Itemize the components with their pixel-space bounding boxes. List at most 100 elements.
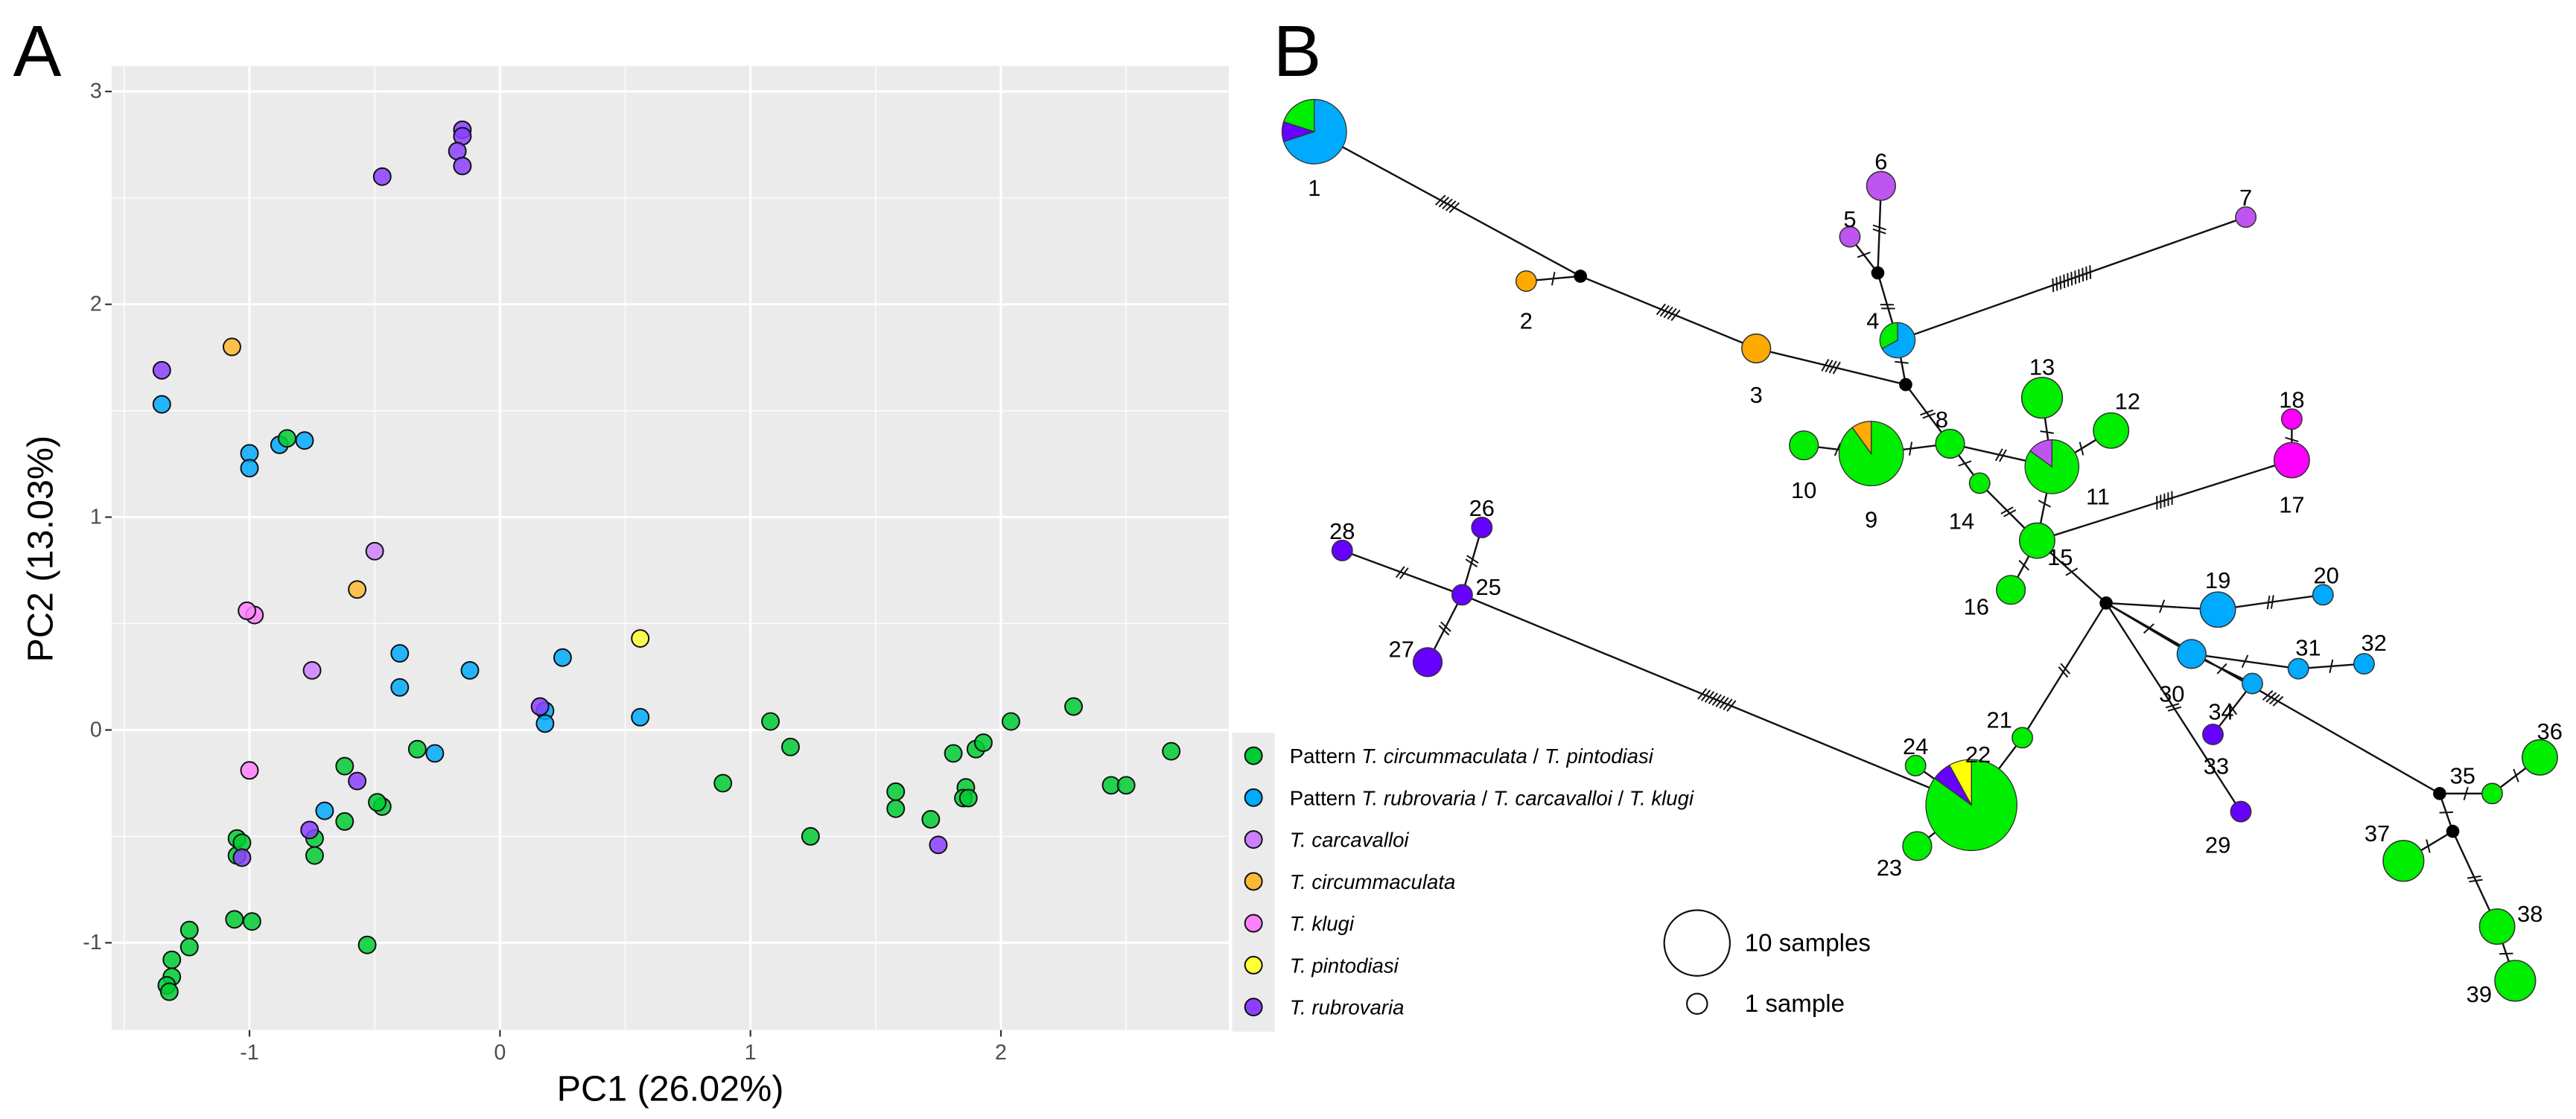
haplotype-circle xyxy=(2312,584,2334,606)
data-point-rub xyxy=(300,820,319,840)
data-point-pc xyxy=(761,712,780,731)
haplotype-label: 25 xyxy=(1475,574,1501,600)
haplotype-circle xyxy=(2494,960,2537,1002)
haplotype-label: 16 xyxy=(1964,593,1989,619)
mutation-tick xyxy=(2060,663,2071,675)
haplotype-node-8: 8 xyxy=(1935,407,1965,459)
mutation-tick xyxy=(1922,412,1936,419)
legend-label-part: T. rubrovaria xyxy=(1290,996,1405,1019)
data-points xyxy=(152,120,1181,1001)
x-axis-title: PC1 (26.02%) xyxy=(557,1068,784,1109)
legend-key-pr xyxy=(1244,788,1263,807)
haplotype-label: 14 xyxy=(1949,509,1974,535)
haplotype-label: 22 xyxy=(1965,742,1991,768)
x-tick-label: 1 xyxy=(745,1041,757,1065)
haplotype-node-36: 36 xyxy=(2522,718,2563,776)
mutation-tick xyxy=(2426,839,2431,853)
data-point-pc xyxy=(781,737,800,756)
haplotype-label: 20 xyxy=(2314,562,2339,588)
mutation-tick xyxy=(2067,272,2070,287)
haplotype-circle xyxy=(2202,723,2224,745)
data-point-pr xyxy=(553,648,572,667)
haplotype-node-26: 26 xyxy=(1469,495,1495,538)
mutation-tick xyxy=(1715,695,1726,707)
mutation-tick xyxy=(2167,706,2182,712)
mutation-tick xyxy=(1895,360,1909,364)
median-vector xyxy=(1871,266,1885,280)
mutation-tick xyxy=(1726,700,1737,712)
median-vector xyxy=(1899,377,1912,392)
x-tick-label: 0 xyxy=(494,1041,506,1065)
haplotype-node-38: 38 xyxy=(2478,901,2542,946)
haplotype-label: 2 xyxy=(1520,308,1533,334)
data-point-pc xyxy=(1064,697,1084,716)
haplotype-node-18: 18 xyxy=(2279,386,2305,430)
haplotype-label: 13 xyxy=(2029,354,2055,380)
mutation-tick xyxy=(1872,228,1886,235)
mutation-tick xyxy=(1670,309,1681,322)
data-point-rub xyxy=(232,848,252,867)
mutation-tick xyxy=(2266,595,2271,610)
panel-b-letter: B xyxy=(1273,10,1322,92)
y-tick-label: 1 xyxy=(90,505,102,529)
data-point-rub xyxy=(929,835,948,855)
legend-key-rub xyxy=(1244,998,1263,1017)
data-point-car xyxy=(302,660,322,680)
legend-label-klu: T. klugi xyxy=(1290,912,1355,935)
mutation-tick xyxy=(2329,659,2334,674)
network-edge xyxy=(1755,347,1906,386)
x-tick-label: 2 xyxy=(995,1041,1007,1065)
haplotype-circle xyxy=(1471,517,1493,538)
mutation-tick xyxy=(2018,560,2030,571)
mutation-tick xyxy=(1832,361,1841,374)
data-point-cir xyxy=(222,337,241,357)
plot-panel-background xyxy=(112,66,1230,1030)
size-legend-label: 1 sample xyxy=(1745,990,1845,1018)
haplotype-node-19: 19 xyxy=(2199,567,2236,628)
data-point-pc xyxy=(179,937,199,957)
haplotype-label: 1 xyxy=(1308,175,1320,201)
data-point-pr xyxy=(425,744,445,763)
haplotype-node-23: 23 xyxy=(1877,831,1933,881)
mutation-tick xyxy=(2003,509,2017,517)
pie-slice-car xyxy=(2029,439,2052,468)
haplotype-label: 38 xyxy=(2517,901,2542,927)
haplotype-node-16: 16 xyxy=(1964,575,2026,619)
legend-label-part: / xyxy=(1476,786,1493,809)
mutation-tick xyxy=(1551,272,1556,286)
haplotype-node-14: 14 xyxy=(1949,472,1991,535)
data-point-pc xyxy=(1162,742,1181,761)
mutation-tick xyxy=(2439,811,2453,814)
data-point-pr xyxy=(295,431,314,450)
data-point-rub xyxy=(453,156,472,176)
mutation-tick xyxy=(1434,194,1446,206)
haplotype-label: 12 xyxy=(2115,389,2140,415)
haplotype-node-27: 27 xyxy=(1389,637,1443,678)
haplotype-node-17: 17 xyxy=(2273,441,2310,518)
size-legend-label: 10 samples xyxy=(1745,930,1871,957)
mutation-tick xyxy=(1909,441,1913,456)
haplotype-node-24: 24 xyxy=(1903,733,1928,777)
haplotype-label: 3 xyxy=(1750,382,1763,408)
legend: Pattern T. circummaculata / T. pintodias… xyxy=(1232,733,1694,1032)
haplotype-circle xyxy=(1789,430,1819,461)
haplotype-label: 11 xyxy=(2086,484,2110,510)
data-point-pc xyxy=(1002,712,1020,731)
haplotype-circle xyxy=(2522,739,2558,776)
haplotype-circle xyxy=(1935,428,1965,459)
data-point-pc xyxy=(277,429,296,448)
mutation-tick xyxy=(2469,879,2483,883)
data-point-pc xyxy=(801,826,820,846)
mutation-tick xyxy=(1821,358,1830,372)
haplotype-label: 5 xyxy=(1843,206,1856,232)
mutation-tick xyxy=(1825,360,1834,373)
data-point-klu xyxy=(238,601,257,620)
haplotype-label: 19 xyxy=(2205,567,2230,593)
haplotype-label: 36 xyxy=(2537,718,2563,745)
mutation-tick xyxy=(2143,623,2154,634)
mutation-tick xyxy=(1723,698,1733,710)
mutation-tick xyxy=(2065,567,2079,576)
pie-slice-pr xyxy=(1881,322,1916,359)
